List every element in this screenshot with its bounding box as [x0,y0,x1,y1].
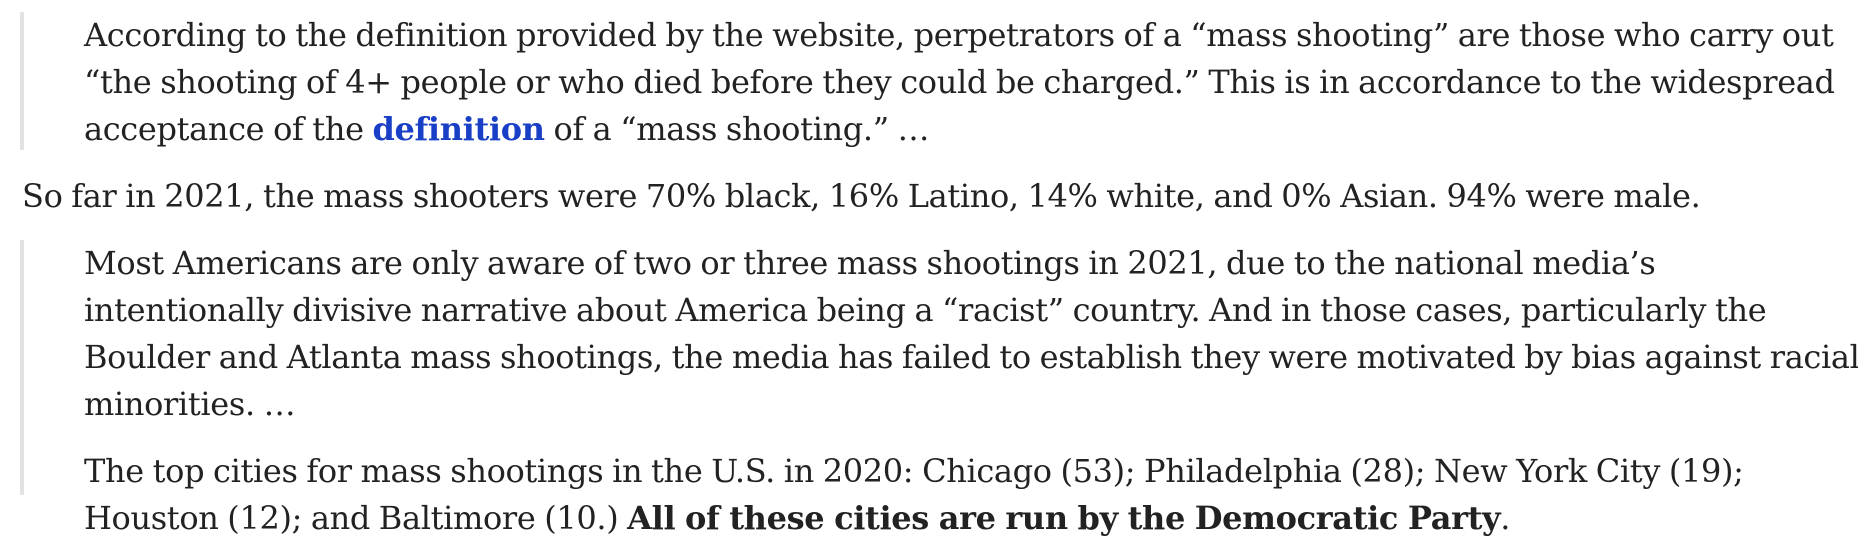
top-cities-end-punctuation: . [1500,499,1511,537]
media-narrative-paragraph: Most Americans are only aware of two or … [84,244,1858,423]
definition-link[interactable]: definition [372,110,545,148]
top-cities-bold-statement: All of these cities are run by the Democ… [627,499,1501,537]
top-cities-paragraph: The top cities for mass shootings in the… [84,448,1858,542]
statistics-paragraph: So far in 2021, the mass shooters were 7… [22,177,1701,215]
blockquote-definition-paragraph: According to the definition provided by … [84,12,1858,153]
blockquote-definition: According to the definition provided by … [20,12,1858,150]
definition-text-after-link: of a “mass shooting.” … [544,110,930,148]
blockquote-media-cities: Most Americans are only aware of two or … [20,240,1858,537]
definition-text-before-link: According to the definition provided by … [84,16,1835,148]
